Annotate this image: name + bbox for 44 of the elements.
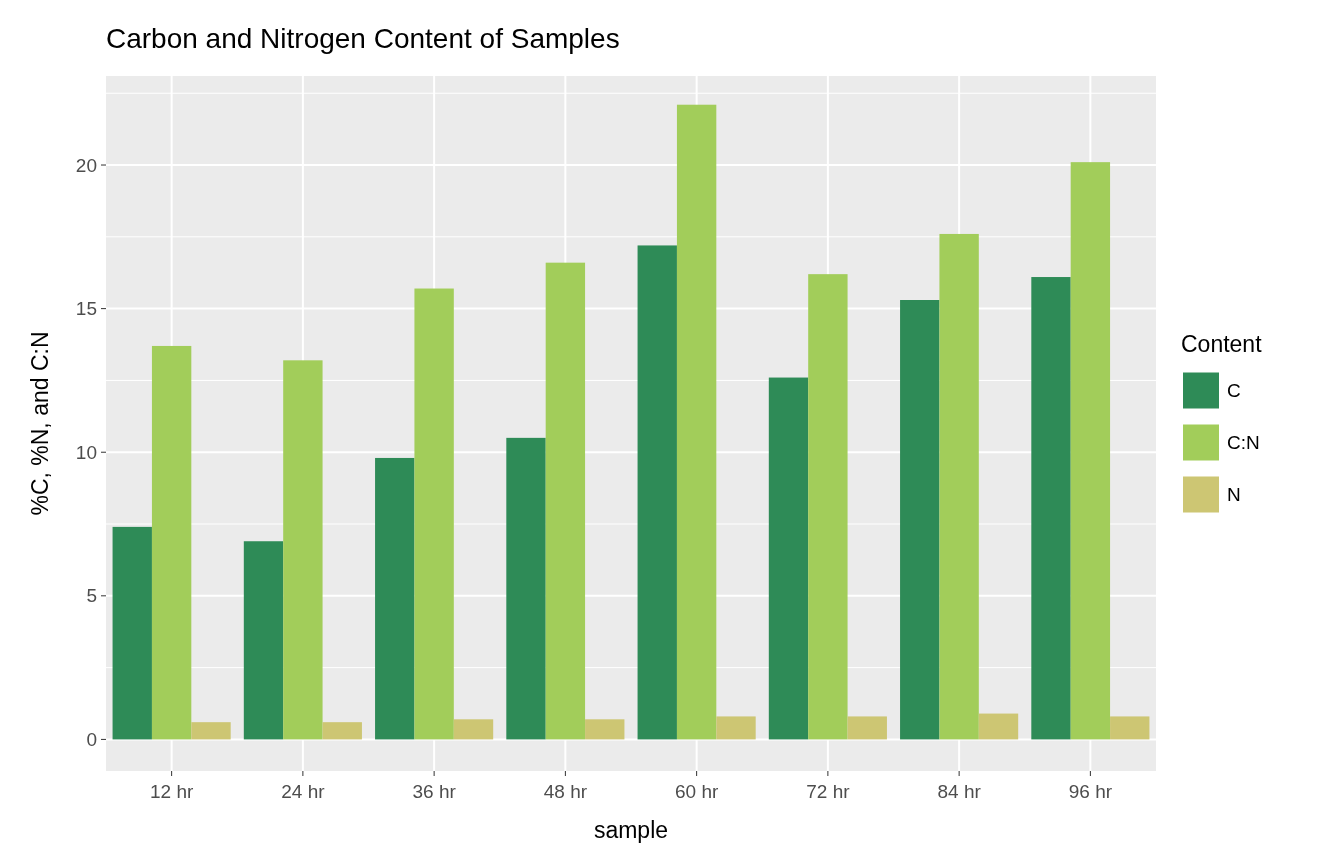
x-tick-label: 60 hr [674,781,719,802]
y-tick-label: 20 [75,154,97,176]
y-tick-label: 15 [75,298,97,320]
y-tick-label: 10 [75,441,97,463]
bar [322,722,362,740]
x-axis-title: sample [593,817,669,843]
legend-label: C [1227,380,1241,402]
bar [151,345,192,740]
bar [1070,162,1111,740]
bar [847,716,887,740]
bar [414,288,454,740]
legend-label: N [1227,484,1241,506]
x-tick-label: 36 hr [412,781,457,802]
bar [1110,716,1150,740]
bar [900,300,940,740]
bar [716,716,756,740]
y-tick-label: 0 [86,729,97,751]
bar [808,274,848,740]
x-tick-label: 48 hr [543,781,588,802]
x-tick-label: 96 hr [1068,781,1113,802]
bar [676,104,717,740]
bar [453,719,494,740]
x-tick-label: 12 hr [149,781,194,802]
bar [375,457,415,740]
bar [112,526,152,740]
bar [585,719,625,740]
bar [191,722,231,740]
bar [978,713,1019,740]
bar [545,262,586,740]
chart-title: Carbon and Nitrogen Content of Samples [106,23,620,54]
x-tick-label: 72 hr [806,781,851,802]
legend-label: C:N [1227,432,1260,454]
bar [939,233,979,740]
legend-title: Content [1181,330,1263,357]
y-axis-title: %C, %N, and C:N [27,331,53,516]
bar [283,360,323,740]
bar [637,245,677,740]
bar [768,377,809,740]
y-tick-label: 5 [86,585,97,607]
x-tick-label: 84 hr [937,781,982,802]
bar [506,437,546,740]
bar [1031,277,1071,740]
bar [243,541,284,740]
x-tick-label: 24 hr [281,781,326,802]
